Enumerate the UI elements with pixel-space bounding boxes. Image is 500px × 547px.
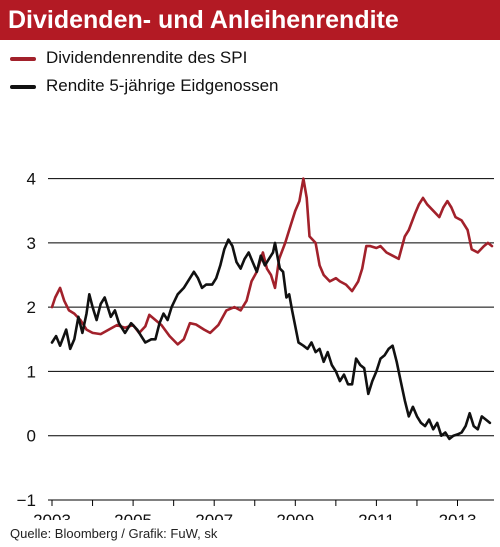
y-tick-label: 1 [27,362,36,381]
legend-swatch-spi [10,57,36,61]
x-tick-label: 2013 [439,511,477,520]
legend-label-bond: Rendite 5-jährige Eidgenossen [46,76,279,95]
legend-label-spi: Dividendenrendite des SPI [46,48,248,67]
title-bar: Dividenden- und Anleihenrendite [0,0,500,40]
x-tick-label: 2007 [195,511,233,520]
y-tick-label: 0 [27,427,36,446]
source-note: Quelle: Bloomberg / Grafik: FuW, sk [10,526,218,541]
chart-title: Dividenden- und Anleihenrendite [8,6,399,34]
x-tick-label: 2003 [33,511,71,520]
y-tick-label: −1 [17,491,36,510]
x-tick-label: 2011 [358,511,395,520]
line-chart: −1 0 1 2 3 4 2003 2005 2007 2009 2011 2013 [17,170,494,520]
legend-swatch-bond [10,85,36,89]
y-tick-label: 4 [27,170,36,189]
y-tick-label: 3 [27,234,36,253]
y-tick-label: 2 [27,298,36,317]
x-tick-label: 2009 [276,511,314,520]
x-tick-label: 2005 [114,511,152,520]
series-line-bond [50,238,492,441]
